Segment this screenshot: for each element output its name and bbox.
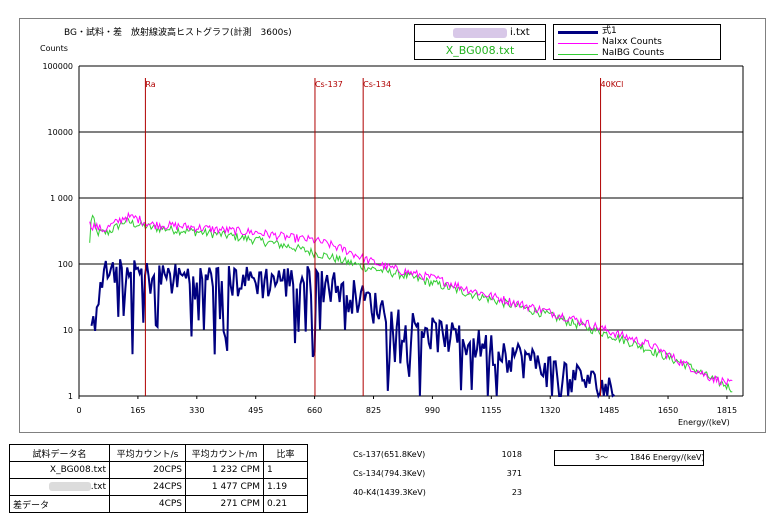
row-ratio: 1.19 — [263, 478, 308, 496]
y-tick-label: 1 000 — [50, 194, 73, 203]
peak-marker-label: Cs-134 — [363, 80, 391, 89]
energy-range-box: 3～ 1846 Energy/(keV) — [554, 450, 705, 466]
x-tick-label: 0 — [76, 406, 81, 415]
table-header-row: 試料データ名 平均カウント/s 平均カウント/m 比率 — [9, 444, 308, 462]
series-line-naixx — [89, 211, 733, 386]
y-tick-label: 10000 — [48, 128, 73, 137]
x-tick-label: 1320 — [540, 406, 560, 415]
header-sample-name: 試料データ名 — [9, 444, 110, 462]
peak-marker-label: 40KCl — [601, 80, 624, 89]
row-sample-name: X_BG008.txt — [9, 461, 110, 479]
row-cps: 4CPS — [109, 495, 186, 513]
x-tick-label: 1815 — [717, 406, 737, 415]
x-tick-label: 495 — [248, 406, 263, 415]
y-tick-label: 1 — [68, 392, 73, 401]
table-row: .txt 24CPS 1 477 CPM 1.19 — [9, 478, 308, 496]
range-end: 1846 Energy/(keV) — [630, 453, 705, 462]
bg-file-name: X_BG008.txt — [445, 44, 515, 57]
chart-frame — [19, 18, 766, 433]
row-cpm: 271 CPM — [185, 495, 264, 513]
count-summary-table: 試料データ名 平均カウント/s 平均カウント/m 比率 X_BG008.txt … — [9, 444, 308, 513]
x-tick-label: 330 — [189, 406, 204, 415]
row-ratio: 0.21 — [263, 495, 308, 513]
table-row: X_BG008.txt 20CPS 1 232 CPM 1 — [9, 461, 308, 479]
x-tick-label: 1485 — [599, 406, 619, 415]
row-sample-name-cell: .txt — [9, 478, 110, 496]
redacted-filename — [453, 28, 507, 38]
file-name-box: i.txt X_BG008.txt — [414, 24, 546, 60]
row-cpm: 1 232 CPM — [185, 461, 264, 479]
x-tick-label: 165 — [130, 406, 145, 415]
peak-marker-label: Ra — [145, 80, 155, 89]
peak-label-cs137: Cs-137(651.8KeV) — [353, 450, 426, 459]
y-axis-unit: Counts — [40, 44, 68, 53]
peak-value-cs134: 371 — [506, 469, 522, 478]
legend-swatch-diff — [558, 31, 598, 34]
peak-value-cs137: 1018 — [501, 450, 522, 459]
row-cps: 24CPS — [109, 478, 186, 496]
x-tick-label: 1155 — [481, 406, 501, 415]
peak-marker-label: Cs-137 — [315, 80, 343, 89]
sample-file-suffix: i.txt — [510, 27, 530, 38]
redacted-filename — [48, 482, 91, 491]
y-tick-label: 10 — [63, 326, 73, 335]
x-axis-unit: Energy/(keV) — [678, 418, 730, 427]
legend-label-naibg: NaIBG Counts — [602, 48, 665, 58]
table-row: 差データ 4CPS 271 CPM 0.21 — [9, 495, 308, 513]
peak-label-k40: 40-K4(1439.3KeV) — [353, 488, 426, 497]
row-sample-name: 差データ — [9, 495, 110, 513]
legend-swatch-naibg — [558, 54, 598, 55]
x-tick-label: 825 — [366, 406, 381, 415]
header-cpm: 平均カウント/m — [185, 444, 264, 462]
peak-value-k40: 23 — [511, 488, 522, 497]
x-tick-label: 660 — [307, 406, 322, 415]
x-tick-label: 1650 — [658, 406, 678, 415]
y-tick-label: 100 — [58, 260, 73, 269]
legend-label-naixx: NaIxx Counts — [602, 37, 662, 47]
row-ratio: 1 — [263, 461, 308, 479]
y-tick-label: 100000 — [42, 62, 73, 71]
x-tick-label: 990 — [425, 406, 440, 415]
range-start: 3～ — [595, 453, 609, 462]
chart-title: BG・試料・差 放射線波高ヒストグラフ(計測 3600s) — [64, 28, 292, 38]
peak-label-cs134: Cs-134(794.3KeV) — [353, 469, 426, 478]
legend-label-diff: 式1 — [602, 26, 617, 36]
row-sample-name: .txt — [90, 482, 106, 492]
series-line-diff — [90, 259, 616, 399]
header-ratio: 比率 — [263, 444, 308, 462]
row-cpm: 1 477 CPM — [185, 478, 264, 496]
header-cps: 平均カウント/s — [109, 444, 186, 462]
row-cps: 20CPS — [109, 461, 186, 479]
histogram-chart: 1 10 100 1 000 10000 100000 0 165 330 495 660 825 99… — [42, 62, 744, 415]
series-line-naibg — [89, 214, 733, 393]
chart-legend: 式1 NaIxx Counts NaIBG Counts — [553, 24, 721, 60]
legend-swatch-naixx — [558, 43, 598, 44]
